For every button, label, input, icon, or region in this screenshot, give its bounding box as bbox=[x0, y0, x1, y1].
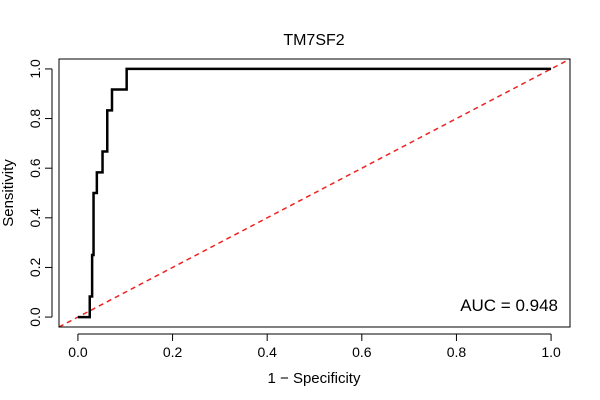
y-tick-label: 0.6 bbox=[27, 158, 43, 178]
x-tick-label: 0.6 bbox=[352, 344, 372, 360]
x-tick-label: 0.4 bbox=[257, 344, 277, 360]
y-axis-label: Sensitivity bbox=[0, 159, 17, 227]
x-tick-label: 1.0 bbox=[541, 344, 561, 360]
auc-annotation: AUC = 0.948 bbox=[460, 296, 558, 315]
axes: 0.0 0.2 0.4 0.6 0.8 1.0 0.0 0.2 0.4 0.6 0.8 1.0 bbox=[27, 59, 561, 360]
x-tick-label: 0.0 bbox=[68, 344, 88, 360]
y-tick-label: 1.0 bbox=[27, 59, 43, 79]
y-tick-label: 0.4 bbox=[27, 208, 43, 228]
x-axis-label: 1 − Specificity bbox=[268, 370, 361, 387]
roc-curve-line bbox=[77, 67, 552, 319]
plot-marks bbox=[58, 58, 571, 328]
chart-title: TM7SF2 bbox=[283, 32, 344, 49]
y-tick-label: 0.8 bbox=[27, 109, 43, 129]
y-tick-label: 0.2 bbox=[27, 258, 43, 278]
y-tick-label: 0.0 bbox=[27, 307, 43, 327]
plot-frame bbox=[58, 58, 571, 328]
reference-diagonal-line bbox=[58, 58, 571, 328]
x-tick-label: 0.8 bbox=[447, 344, 467, 360]
x-tick-label: 0.2 bbox=[163, 344, 183, 360]
